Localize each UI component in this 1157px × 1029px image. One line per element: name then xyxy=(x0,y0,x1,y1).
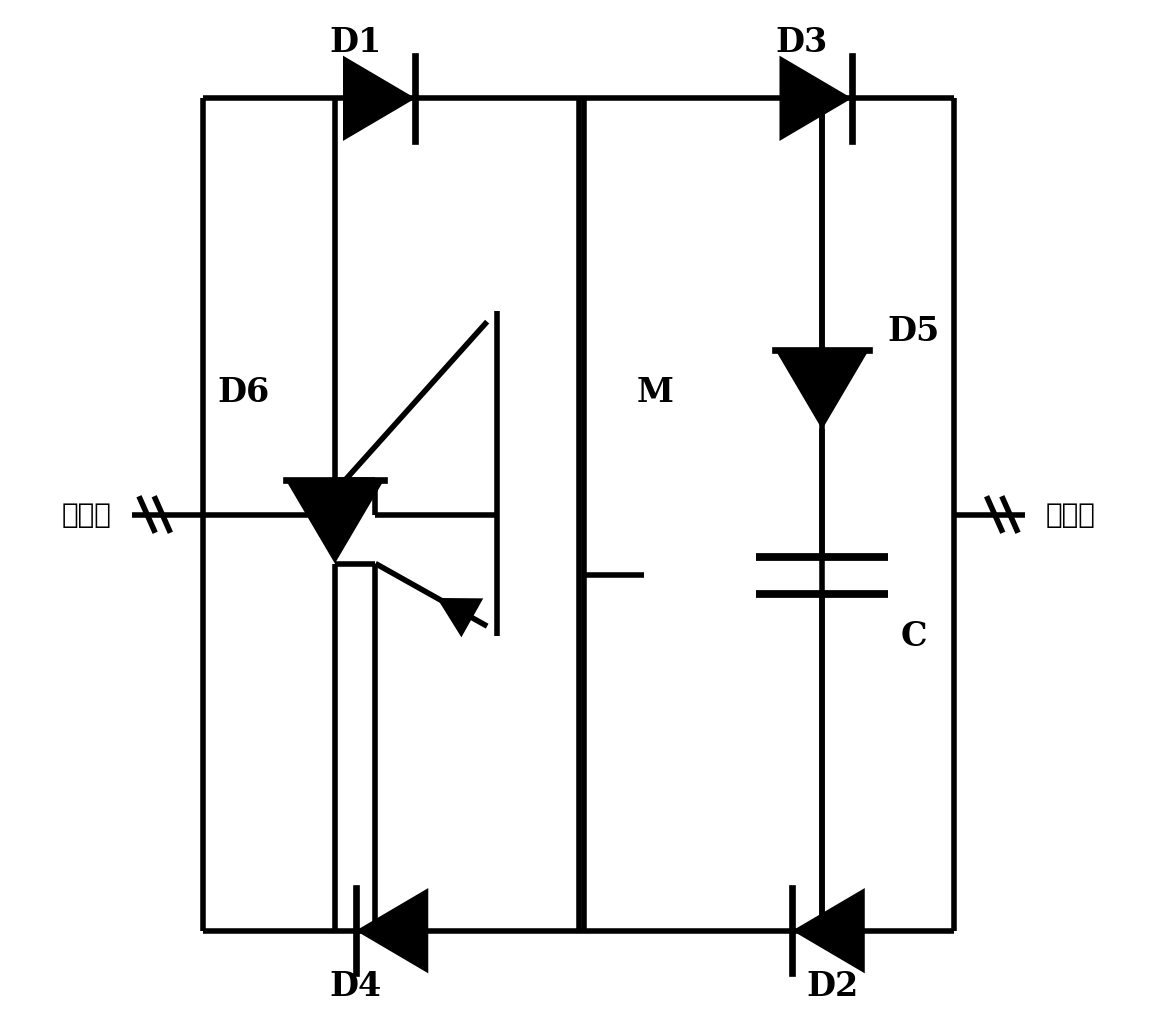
Text: D6: D6 xyxy=(218,377,270,410)
Polygon shape xyxy=(286,481,384,564)
Text: D3: D3 xyxy=(775,26,828,59)
Polygon shape xyxy=(342,56,415,141)
Text: D5: D5 xyxy=(887,315,939,348)
Text: D4: D4 xyxy=(329,970,382,1003)
Text: D2: D2 xyxy=(806,970,858,1003)
Polygon shape xyxy=(775,350,869,429)
Polygon shape xyxy=(780,56,852,141)
Polygon shape xyxy=(437,598,484,637)
Text: 第一端: 第一端 xyxy=(61,500,111,529)
Polygon shape xyxy=(356,888,428,973)
Text: C: C xyxy=(900,619,927,652)
Text: D1: D1 xyxy=(329,26,382,59)
Text: 第二端: 第二端 xyxy=(1046,500,1096,529)
Text: M: M xyxy=(636,377,673,410)
Polygon shape xyxy=(793,888,864,973)
